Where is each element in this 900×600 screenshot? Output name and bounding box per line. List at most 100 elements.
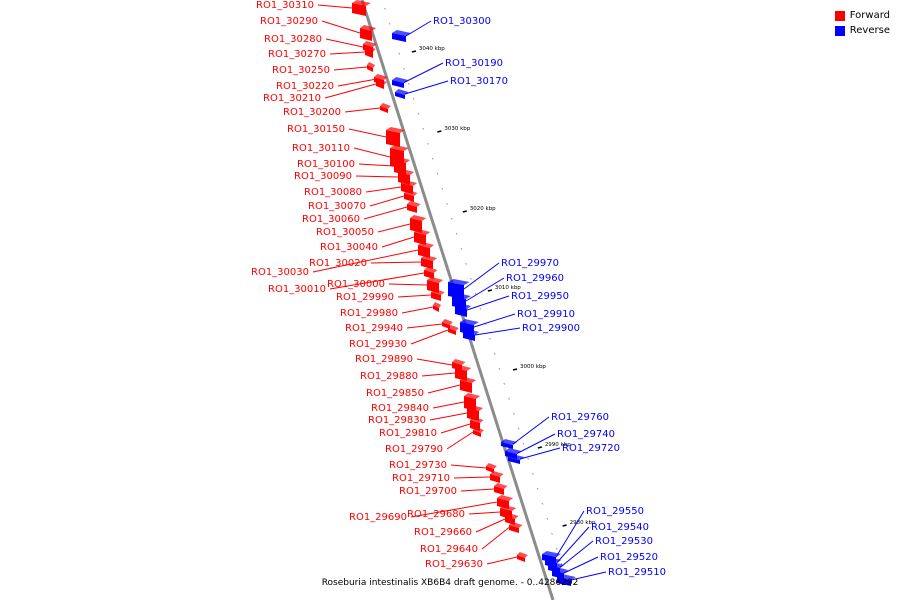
forward-gene[interactable] — [414, 229, 431, 245]
forward-gene[interactable] — [418, 242, 435, 258]
gene-label[interactable]: RO1_29540 — [591, 522, 649, 533]
forward-gene[interactable] — [509, 522, 523, 533]
forward-gene[interactable] — [424, 267, 438, 279]
forward-gene[interactable] — [494, 483, 508, 495]
forward-gene[interactable] — [442, 319, 453, 329]
gene-label[interactable]: RO1_29730 — [389, 460, 447, 471]
gene-block-top — [392, 77, 409, 83]
gene-label[interactable]: RO1_30200 — [283, 107, 341, 118]
forward-gene[interactable] — [407, 201, 421, 213]
gene-label[interactable]: RO1_29940 — [345, 323, 403, 334]
gene-label[interactable]: RO1_30150 — [287, 124, 345, 135]
reverse-gene[interactable] — [392, 30, 411, 42]
gene-label[interactable]: RO1_30290 — [260, 16, 318, 27]
gene-label[interactable]: RO1_29760 — [551, 412, 609, 423]
gene-label[interactable]: RO1_30300 — [433, 16, 491, 27]
gene-label-leader — [358, 163, 395, 167]
gene-label[interactable]: RO1_29640 — [420, 544, 478, 555]
gene-label[interactable]: RO1_29740 — [557, 429, 615, 440]
gene-label[interactable]: RO1_29980 — [340, 308, 398, 319]
forward-gene[interactable] — [448, 325, 459, 335]
gene-label[interactable]: RO1_29530 — [595, 536, 653, 547]
backbone-dash — [474, 292, 477, 295]
reverse-gene[interactable] — [455, 303, 472, 317]
gene-label[interactable]: RO1_30090 — [294, 171, 352, 182]
gene-label[interactable]: RO1_30170 — [450, 76, 508, 87]
forward-gene[interactable] — [380, 103, 391, 113]
gene-label[interactable]: RO1_30020 — [309, 258, 367, 269]
gene-label[interactable]: RO1_30080 — [304, 187, 362, 198]
gene-label[interactable]: RO1_29630 — [425, 559, 483, 570]
gene-label[interactable]: RO1_30280 — [264, 34, 322, 45]
gene-label[interactable]: RO1_30310 — [256, 0, 314, 11]
forward-gene[interactable] — [352, 0, 371, 16]
forward-gene[interactable] — [386, 127, 405, 147]
gene-block-top — [433, 302, 442, 308]
tick-label: 3000 kbp — [520, 364, 546, 370]
gene-block-top — [470, 417, 484, 423]
gene-label[interactable]: RO1_29830 — [368, 415, 426, 426]
gene-label[interactable]: RO1_29910 — [517, 309, 575, 320]
gene-label[interactable]: RO1_30250 — [272, 65, 330, 76]
forward-gene[interactable] — [376, 79, 387, 89]
gene-label[interactable]: RO1_30060 — [302, 214, 360, 225]
gene-label[interactable]: RO1_30210 — [263, 93, 321, 104]
gene-label[interactable]: RO1_29880 — [360, 371, 418, 382]
gene-label[interactable]: RO1_30040 — [320, 242, 378, 253]
gene-label[interactable]: RO1_30000 — [327, 279, 385, 290]
gene-label[interactable]: RO1_29810 — [379, 428, 437, 439]
tick-label: 2990 kbp — [545, 442, 571, 448]
gene-label[interactable]: RO1_29990 — [336, 292, 394, 303]
gene-label[interactable]: RO1_29550 — [586, 506, 644, 517]
forward-gene[interactable] — [421, 255, 438, 269]
backbone-dash — [560, 562, 563, 565]
gene-label[interactable]: RO1_29790 — [385, 444, 443, 455]
gene-label[interactable]: RO1_30010 — [268, 284, 326, 295]
gene-label[interactable]: RO1_29970 — [501, 258, 559, 269]
gene-label-leader — [369, 195, 405, 207]
gene-label-leader — [370, 261, 422, 264]
gene-label[interactable]: RO1_29960 — [506, 273, 564, 284]
gene-label[interactable]: RO1_30100 — [297, 159, 355, 170]
backbone-dash — [412, 97, 415, 100]
gene-label[interactable]: RO1_30190 — [445, 58, 503, 69]
gene-label-leader — [312, 249, 419, 273]
gene-label[interactable]: RO1_29840 — [371, 403, 429, 414]
gene-label[interactable]: RO1_30030 — [251, 267, 309, 278]
gene-label[interactable]: RO1_29680 — [407, 509, 465, 520]
gene-label[interactable]: RO1_30070 — [308, 201, 366, 212]
gene-label[interactable]: RO1_29710 — [392, 473, 450, 484]
reverse-gene[interactable] — [392, 77, 409, 88]
forward-gene[interactable] — [486, 463, 497, 473]
gene-label[interactable]: RO1_29700 — [399, 486, 457, 497]
forward-gene[interactable] — [473, 427, 484, 437]
gene-label[interactable]: RO1_29950 — [511, 291, 569, 302]
forward-gene[interactable] — [404, 190, 418, 202]
gene-label[interactable]: RO1_29850 — [366, 388, 424, 399]
forward-gene[interactable] — [433, 302, 442, 312]
gene-label[interactable]: RO1_29930 — [349, 339, 407, 350]
forward-gene[interactable] — [365, 46, 376, 58]
gene-block — [395, 92, 405, 99]
gene-label[interactable]: RO1_29660 — [414, 527, 472, 538]
gene-label[interactable]: RO1_29510 — [608, 567, 666, 578]
gene-label[interactable]: RO1_30050 — [316, 227, 374, 238]
gene-label[interactable]: RO1_29890 — [355, 354, 413, 365]
reverse-gene[interactable] — [463, 329, 480, 341]
gene-label[interactable]: RO1_29720 — [562, 443, 620, 454]
forward-gene[interactable] — [460, 377, 477, 393]
reverse-gene[interactable] — [557, 574, 576, 586]
gene-label[interactable]: RO1_30220 — [276, 81, 334, 92]
backbone-dash — [489, 337, 491, 340]
gene-label[interactable]: RO1_29900 — [522, 323, 580, 334]
gene-label[interactable]: RO1_30110 — [292, 143, 350, 154]
forward-gene[interactable] — [367, 62, 376, 72]
gene-label[interactable]: RO1_30270 — [268, 49, 326, 60]
forward-gene[interactable] — [360, 25, 377, 41]
gene-label[interactable]: RO1_29520 — [600, 552, 658, 563]
forward-gene[interactable] — [490, 471, 504, 483]
gene-label[interactable]: RO1_29690 — [349, 512, 407, 523]
forward-gene[interactable] — [431, 289, 445, 301]
forward-gene[interactable] — [517, 552, 528, 562]
